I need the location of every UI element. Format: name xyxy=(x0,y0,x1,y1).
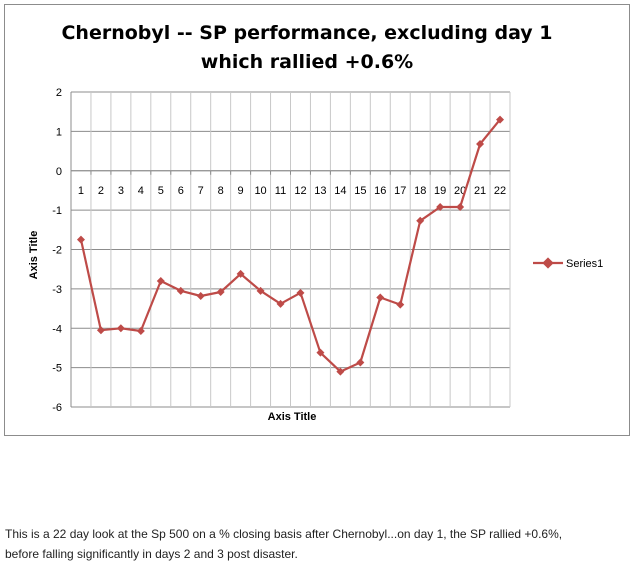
data-point xyxy=(156,277,165,285)
chart-title-line-1: Chernobyl -- SP performance, excluding d… xyxy=(61,22,552,44)
y-tick-label: -3 xyxy=(52,284,62,296)
data-point xyxy=(336,367,345,376)
caption: This is a 22 day look at the Sp 500 on a… xyxy=(5,524,630,564)
data-point xyxy=(136,327,145,336)
data-point xyxy=(216,288,225,297)
x-tick-label: 2 xyxy=(98,185,104,197)
y-tick-label: -6 xyxy=(52,402,62,414)
x-tick-label: 18 xyxy=(414,185,426,197)
y-axis-title: Axis Title xyxy=(28,231,40,280)
x-tick-label: 8 xyxy=(218,185,224,197)
x-axis-title: Axis Title xyxy=(268,411,317,423)
y-tick-label: -1 xyxy=(52,205,62,217)
series-line xyxy=(79,118,501,373)
y-tick-label: 1 xyxy=(56,126,62,138)
y-tick-label: 0 xyxy=(56,166,62,178)
data-point xyxy=(396,300,405,309)
data-point xyxy=(256,286,265,295)
legend-label: Series1 xyxy=(566,258,603,270)
x-tick-label: 22 xyxy=(494,185,506,197)
data-point xyxy=(316,348,325,357)
chart-frame: Chernobyl -- SP performance, excluding d… xyxy=(4,4,630,436)
data-point xyxy=(496,115,505,124)
x-tick-label: 9 xyxy=(238,185,244,197)
x-tick-label: 17 xyxy=(394,185,406,197)
data-point xyxy=(436,202,445,211)
grid-layer xyxy=(70,91,511,408)
y-tick-label: -4 xyxy=(52,323,62,335)
x-tick-label: 6 xyxy=(178,185,184,197)
chart-title-line-2: which rallied +0.6% xyxy=(201,51,413,73)
x-tick-label: 13 xyxy=(314,185,326,197)
data-point xyxy=(276,299,285,308)
data-point xyxy=(236,269,245,278)
caption-line-2: before falling significantly in days 2 a… xyxy=(5,547,298,561)
x-tick-label: 10 xyxy=(254,185,266,197)
x-tick-label: 15 xyxy=(354,185,366,197)
data-point xyxy=(296,288,305,297)
x-tick-label: 16 xyxy=(374,185,386,197)
legend-marker xyxy=(542,257,554,269)
data-point xyxy=(176,286,185,295)
data-point xyxy=(116,324,125,333)
x-tick-label: 11 xyxy=(275,185,286,197)
data-point xyxy=(76,235,85,244)
data-point xyxy=(196,291,205,300)
legend: Series1 xyxy=(533,257,603,270)
x-tick-label: 1 xyxy=(78,185,84,197)
x-tick-label: 3 xyxy=(118,185,124,197)
x-tick-label: 12 xyxy=(294,185,306,197)
data-point xyxy=(96,326,105,335)
x-tick-label: 19 xyxy=(434,185,446,197)
x-tick-label: 7 xyxy=(198,185,204,197)
x-tick-label: 21 xyxy=(474,185,486,197)
series-layer xyxy=(76,115,505,376)
y-tick-label: -5 xyxy=(52,363,62,375)
y-tick-label: 2 xyxy=(56,87,62,99)
y-tick-label: -2 xyxy=(52,245,62,257)
data-point xyxy=(456,202,465,211)
data-point xyxy=(416,216,425,225)
data-point xyxy=(356,358,365,367)
x-tick-label: 5 xyxy=(158,185,164,197)
axis-layer: 210-1-2-3-4-5-61 2 3 4 5 6 7 8 9 10 11 12 13 14 15 16 17… xyxy=(52,87,510,414)
caption-line-1: This is a 22 day look at the Sp 500 on a… xyxy=(5,527,563,541)
data-point xyxy=(476,139,485,148)
chart-svg: Chernobyl -- SP performance, excluding d… xyxy=(28,22,603,423)
x-tick-label: 14 xyxy=(334,185,346,197)
data-point xyxy=(376,293,385,302)
x-tick-label: 4 xyxy=(138,185,144,197)
